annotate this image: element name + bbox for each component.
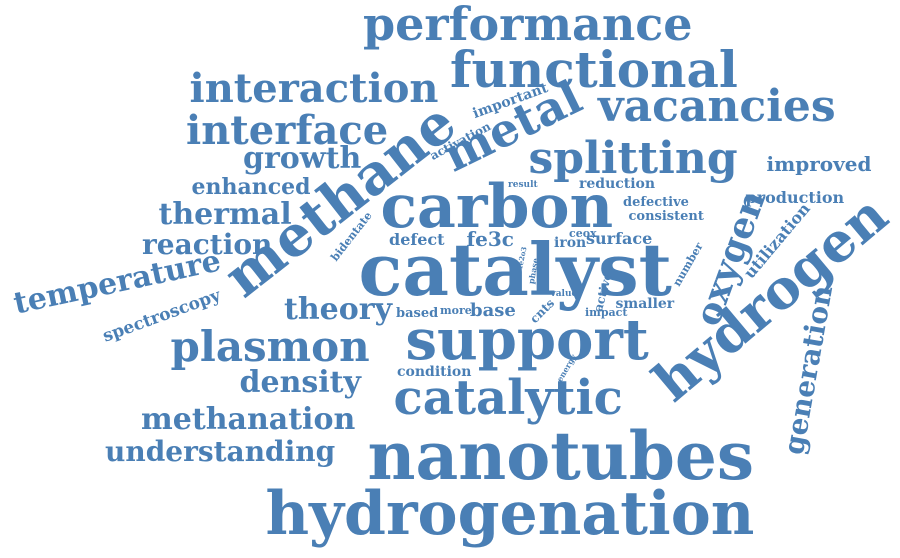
- word-splitting: splitting: [528, 133, 738, 184]
- word-plasmon: plasmon: [170, 322, 370, 371]
- word-ceox: ceox: [569, 226, 597, 240]
- word-theory: theory: [284, 292, 393, 327]
- word-vacancies: vacancies: [598, 81, 836, 132]
- word-value: value: [550, 288, 578, 299]
- word-performance: performance: [363, 0, 693, 51]
- word-production: production: [745, 188, 845, 207]
- word-carbon: carbon: [380, 172, 614, 242]
- word-more: more: [440, 303, 472, 317]
- word-consistent: consistent: [628, 208, 704, 224]
- word-defective: defective: [623, 194, 689, 210]
- word-reaction: reaction: [142, 228, 273, 261]
- word-based: based: [396, 305, 439, 321]
- word-impact: impact: [585, 305, 628, 319]
- word-condition: condition: [397, 364, 472, 380]
- word-fe3c: fe3c: [466, 227, 514, 251]
- word-smaller: smaller: [615, 296, 675, 312]
- word-functional: functional: [450, 40, 738, 99]
- word-interface: interface: [186, 107, 389, 154]
- word-enhanced: enhanced: [191, 174, 311, 200]
- word-surface: surface: [586, 229, 653, 248]
- word-interaction: interaction: [189, 65, 439, 112]
- word-growth: growth: [243, 141, 362, 176]
- word-iron: iron: [554, 235, 587, 251]
- word-thermal: thermal: [158, 197, 292, 232]
- word-improved: improved: [766, 152, 872, 176]
- word-hydrogenation: hydrogenation: [265, 479, 755, 549]
- word-reduction: reduction: [579, 176, 656, 192]
- word-density: density: [239, 365, 361, 400]
- word-support: support: [405, 307, 649, 373]
- word-understanding: understanding: [105, 435, 336, 468]
- word-methanation: methanation: [141, 402, 356, 437]
- word-nanotubes: nanotubes: [367, 417, 755, 495]
- word-defect: defect: [389, 230, 445, 249]
- word-catalyst: catalyst: [358, 227, 672, 312]
- word-result: result: [508, 179, 538, 190]
- word-base: base: [470, 300, 516, 321]
- word-catalytic: catalytic: [393, 370, 623, 426]
